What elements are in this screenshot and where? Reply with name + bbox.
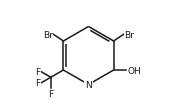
Text: N: N [85,80,92,89]
Text: F: F [48,89,53,98]
Text: F: F [35,79,41,88]
Text: Br: Br [124,31,134,39]
Text: F: F [35,68,41,76]
Text: Br: Br [43,31,53,39]
Text: OH: OH [127,66,141,75]
